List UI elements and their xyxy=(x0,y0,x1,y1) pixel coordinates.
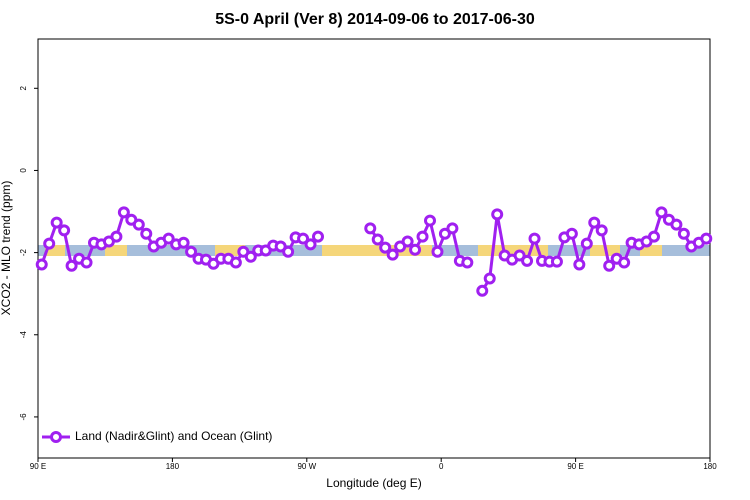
point xyxy=(371,233,384,246)
y-tick-label: -4 xyxy=(19,331,28,339)
point xyxy=(58,224,71,237)
point xyxy=(700,232,713,245)
point xyxy=(110,230,123,243)
x-tick-label: 90 E xyxy=(30,462,46,471)
y-tick-label: -2 xyxy=(19,249,28,257)
x-tick-label: 180 xyxy=(166,462,180,471)
point xyxy=(446,222,459,235)
y-axis-label: XCO2 - MLO trend (ppm) xyxy=(0,181,13,316)
point xyxy=(513,249,526,262)
point xyxy=(312,230,324,243)
point xyxy=(162,232,175,245)
land-strip xyxy=(45,245,65,256)
x-tick-label: 180 xyxy=(703,462,717,471)
point xyxy=(573,258,586,271)
point xyxy=(282,245,295,258)
point xyxy=(431,245,444,258)
point xyxy=(140,227,153,240)
land-strip xyxy=(322,245,432,256)
point xyxy=(648,230,660,243)
legend-marker xyxy=(50,431,62,443)
point xyxy=(364,222,377,235)
point xyxy=(580,237,593,250)
x-tick-label: 90 E xyxy=(567,462,583,471)
point xyxy=(550,255,563,268)
point xyxy=(476,284,489,297)
point xyxy=(677,227,690,240)
x-axis-label: Longitude (deg E) xyxy=(326,476,421,490)
point xyxy=(132,218,145,231)
point xyxy=(565,227,578,240)
point xyxy=(409,243,422,256)
map-strip xyxy=(38,245,710,256)
point xyxy=(185,245,198,258)
point xyxy=(297,232,310,245)
point xyxy=(379,241,392,254)
point xyxy=(43,237,56,250)
point xyxy=(50,216,63,229)
point xyxy=(588,216,601,229)
point xyxy=(595,224,608,237)
x-tick-label: 0 xyxy=(439,462,444,471)
land-strip xyxy=(640,245,662,256)
point xyxy=(117,206,130,219)
point xyxy=(603,259,616,272)
point xyxy=(655,206,668,219)
legend-label: Land (Nadir&Glint) and Ocean (Glint) xyxy=(75,429,272,443)
point xyxy=(670,218,683,231)
point xyxy=(491,208,504,221)
point xyxy=(386,248,399,261)
point xyxy=(438,227,451,240)
land-strip xyxy=(105,245,127,256)
land-strip xyxy=(215,245,245,256)
y-tick-label: -6 xyxy=(19,413,28,421)
point xyxy=(461,256,474,269)
point xyxy=(229,256,242,269)
point xyxy=(618,256,631,269)
point xyxy=(483,272,496,285)
land-strip xyxy=(478,245,548,256)
point xyxy=(521,254,534,267)
point xyxy=(80,256,93,269)
point xyxy=(65,259,78,272)
y-tick-label: 2 xyxy=(19,86,28,91)
y-tick-label: 0 xyxy=(19,168,28,173)
point xyxy=(304,238,317,251)
point xyxy=(528,232,541,245)
point xyxy=(177,236,190,249)
point xyxy=(401,235,414,248)
point xyxy=(416,230,429,243)
chart-title: 5S-0 April (Ver 8) 2014-09-06 to 2017-06… xyxy=(215,11,535,28)
point xyxy=(244,250,257,263)
point xyxy=(424,214,436,227)
point xyxy=(35,258,48,271)
x-tick-label: 90 W xyxy=(297,462,316,471)
point xyxy=(274,240,287,253)
plot-frame xyxy=(37,38,711,459)
